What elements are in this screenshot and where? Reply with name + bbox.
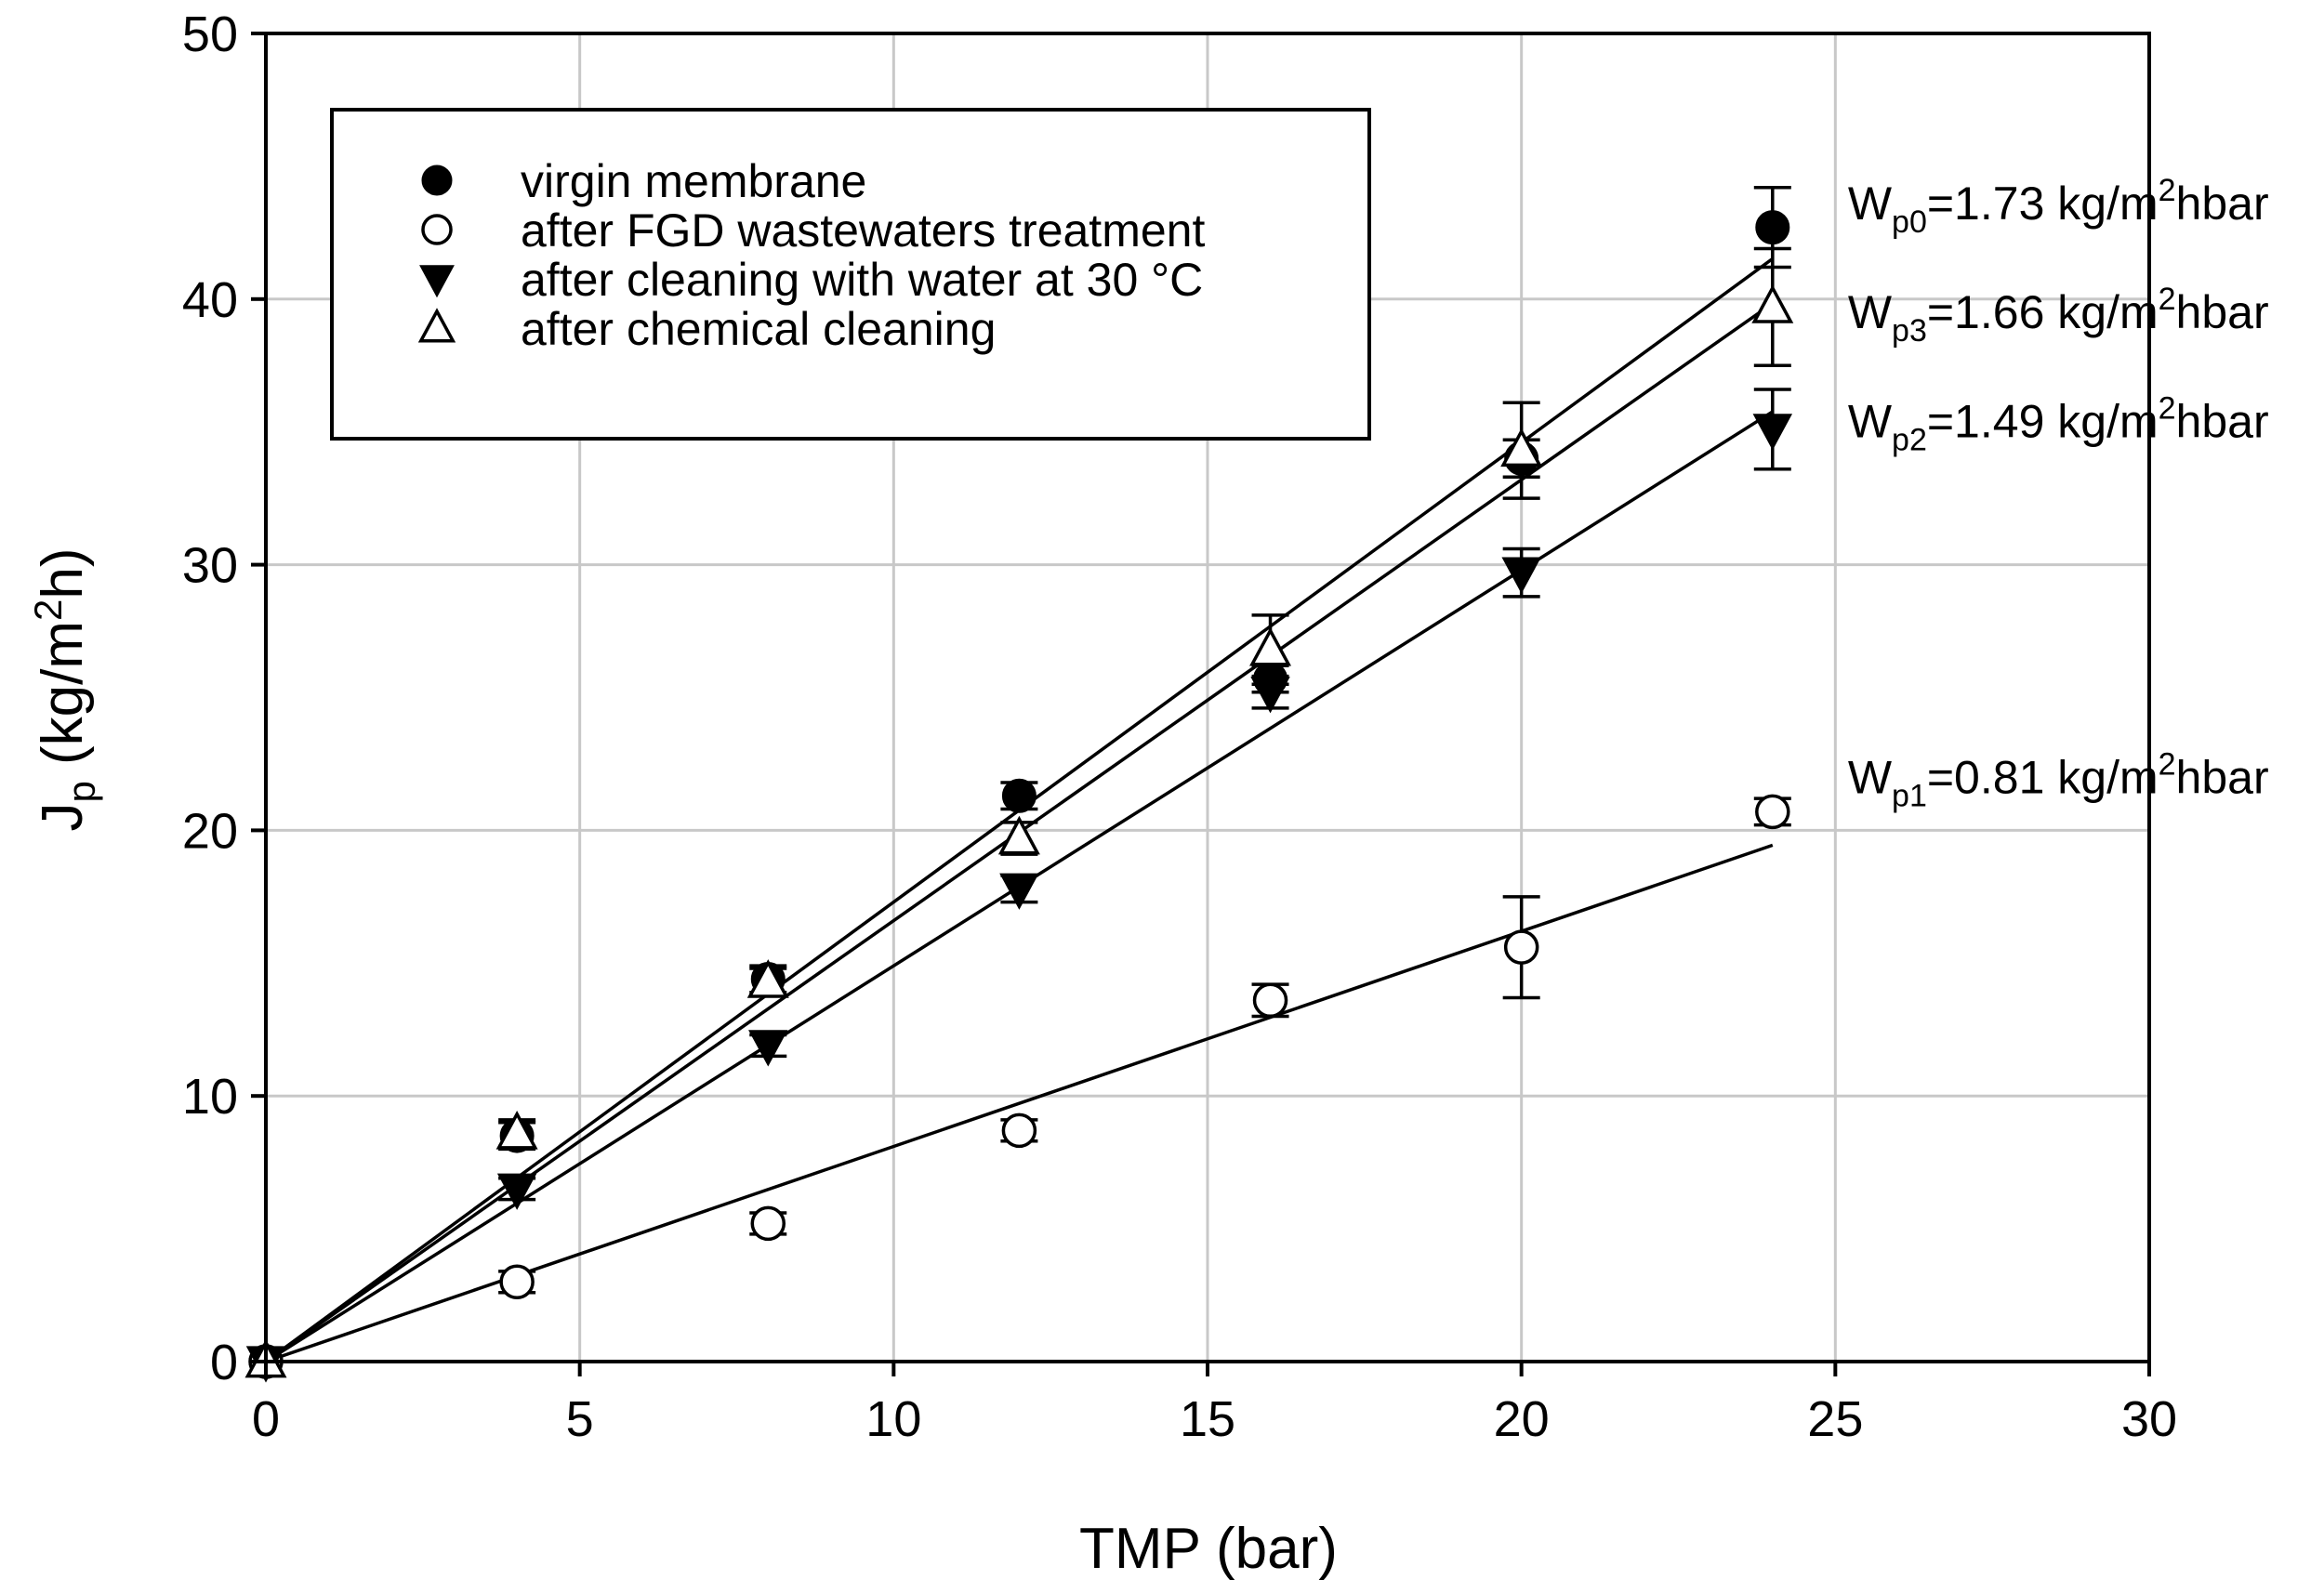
slope-annotation-value: =1.49 kg/m [1927, 395, 2159, 447]
data-point-series-1 [750, 1205, 786, 1242]
data-points [244, 210, 1794, 1383]
y-axis-title-sup: 2 [26, 599, 70, 621]
slope-annotation-value: =1.73 kg/m [1927, 178, 2159, 230]
legend-box [330, 108, 1371, 441]
legend-label: virgin membrane [521, 155, 866, 207]
data-point-series-1 [1001, 1112, 1037, 1149]
axes [251, 32, 2151, 1376]
slope-annotation-unit-tail: hbar [2176, 395, 2269, 447]
y-tick-label: 40 [182, 272, 238, 328]
legend-marker [421, 214, 453, 245]
data-point-series-3 [1751, 284, 1794, 323]
y-tick-label: 10 [182, 1069, 238, 1125]
data-point-series-3 [746, 959, 789, 998]
data-point-series-3 [495, 1111, 538, 1150]
y-tick-label: 50 [182, 7, 238, 62]
slope-annotation: Wp3=1.66 kg/m2hbar [1848, 282, 2269, 349]
data-point-series-1 [1252, 982, 1288, 1019]
y-axis-title-sub: p [59, 781, 103, 802]
slope-annotation-label: W [1848, 178, 1893, 230]
data-point-series-2 [496, 1173, 537, 1210]
slope-annotation: Wp1=0.81 kg/m2hbar [1848, 746, 2269, 813]
y-tick-label: 20 [182, 803, 238, 859]
data-point-series-2 [748, 1030, 788, 1067]
legend-marker [421, 165, 453, 196]
data-point-series-3 [997, 815, 1040, 855]
x-tick-label: 0 [252, 1391, 280, 1447]
data-point-series-3 [1249, 626, 1292, 666]
y-axis-title: Jp (kg/m2h) [26, 547, 103, 831]
slope-annotation: Wp2=1.49 kg/m2hbar [1848, 390, 2269, 457]
fit-line [265, 843, 1774, 1363]
slope-annotation-sup: 2 [2159, 173, 2176, 208]
legend-label: after cleaning with water at 30 °C [521, 254, 1203, 306]
slope-annotation-label: W [1848, 751, 1893, 803]
data-point-series-0 [1755, 210, 1790, 245]
slope-annotation-unit-tail: hbar [2176, 286, 2269, 338]
slope-annotation-sub: p1 [1892, 778, 1927, 813]
slope-annotation-sub: p2 [1892, 422, 1927, 457]
legend-marker [417, 308, 456, 343]
slope-annotation-sub: p0 [1892, 204, 1927, 240]
slope-annotation: Wp0=1.73 kg/m2hbar [1848, 173, 2269, 240]
slope-annotation-value: =1.66 kg/m [1927, 286, 2159, 338]
data-point-series-2 [999, 873, 1039, 910]
legend-marker [419, 265, 455, 298]
x-axis-title: TMP (bar) [1079, 1517, 1338, 1581]
data-point-series-3 [1500, 428, 1543, 467]
slope-annotation-label: W [1848, 286, 1893, 338]
slope-annotation-sup: 2 [2159, 390, 2176, 426]
slope-annotation-label: W [1848, 395, 1893, 447]
data-point-series-0 [1001, 778, 1037, 813]
slope-annotation-sup: 2 [2159, 746, 2176, 782]
data-point-series-1 [1503, 929, 1539, 965]
y-tick-label: 0 [210, 1335, 238, 1390]
y-axis-title-rest: (kg/m [31, 621, 95, 781]
data-point-series-2 [1501, 557, 1541, 594]
x-tick-label: 10 [865, 1391, 921, 1447]
y-tick-label: 30 [182, 538, 238, 594]
slope-annotation-sub: p3 [1892, 313, 1927, 349]
data-point-series-1 [499, 1264, 535, 1300]
slope-annotation-sup: 2 [2159, 282, 2176, 317]
x-tick-label: 15 [1180, 1391, 1235, 1447]
x-tick-label: 20 [1494, 1391, 1550, 1447]
slope-annotation-unit-tail: hbar [2176, 751, 2269, 803]
slope-annotation-unit-tail: hbar [2176, 178, 2269, 230]
y-axis-title-main: J [31, 803, 95, 832]
x-tick-label: 25 [1807, 1391, 1863, 1447]
y-axis-title-tail: h) [31, 547, 95, 599]
legend-label: after chemical cleaning [521, 303, 996, 355]
x-tick-label: 5 [566, 1391, 594, 1447]
slope-annotation-value: =0.81 kg/m [1927, 751, 2159, 803]
tick-labels: 0 5 10 15 20 25 30 0 10 20 30 40 50 [182, 7, 2177, 1447]
x-tick-label: 30 [2121, 1391, 2177, 1447]
legend-label: after FGD wastewaters treatment [521, 204, 1205, 257]
data-point-series-2 [1752, 414, 1793, 451]
data-point-series-2 [1250, 677, 1290, 714]
data-point-series-1 [1755, 794, 1790, 830]
